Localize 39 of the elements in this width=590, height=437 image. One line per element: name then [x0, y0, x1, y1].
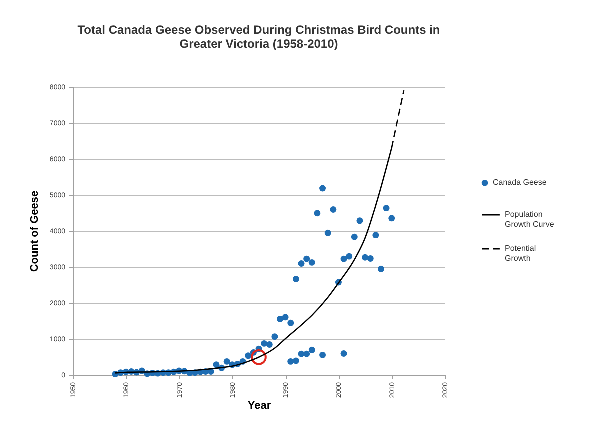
point [292, 276, 300, 282]
point [367, 255, 374, 262]
legend-label: Canada Geese [493, 178, 548, 188]
point [320, 352, 326, 358]
point [261, 340, 268, 347]
point [351, 234, 358, 240]
y-axis-title: Count of Geese [28, 190, 41, 272]
x-axis-title: Year [248, 400, 272, 412]
point [320, 185, 326, 192]
point [282, 314, 289, 321]
point [340, 256, 348, 262]
point [224, 358, 230, 365]
point [272, 334, 278, 340]
point [388, 215, 396, 222]
point [304, 350, 310, 358]
point [298, 260, 305, 267]
point [378, 266, 384, 272]
point [346, 253, 353, 260]
point [277, 316, 284, 322]
point [372, 232, 380, 239]
point [362, 254, 369, 261]
point [245, 352, 252, 360]
point [308, 346, 316, 354]
point [356, 218, 364, 224]
point [314, 210, 321, 217]
chart-title: Total Canada Geese Observed During Christmas Bird Counts in Greater Victoria (1958-2010) [78, 23, 440, 51]
point [266, 342, 273, 348]
point [383, 205, 390, 212]
point [288, 320, 294, 326]
legend-label: Potential Growth [505, 244, 536, 264]
point [308, 259, 316, 266]
point [304, 256, 310, 262]
point [251, 349, 267, 366]
point [324, 230, 332, 236]
point [213, 362, 220, 368]
point [330, 206, 337, 213]
point [340, 350, 348, 357]
point [292, 358, 300, 364]
legend-label: Population Growth Curve [505, 210, 555, 230]
